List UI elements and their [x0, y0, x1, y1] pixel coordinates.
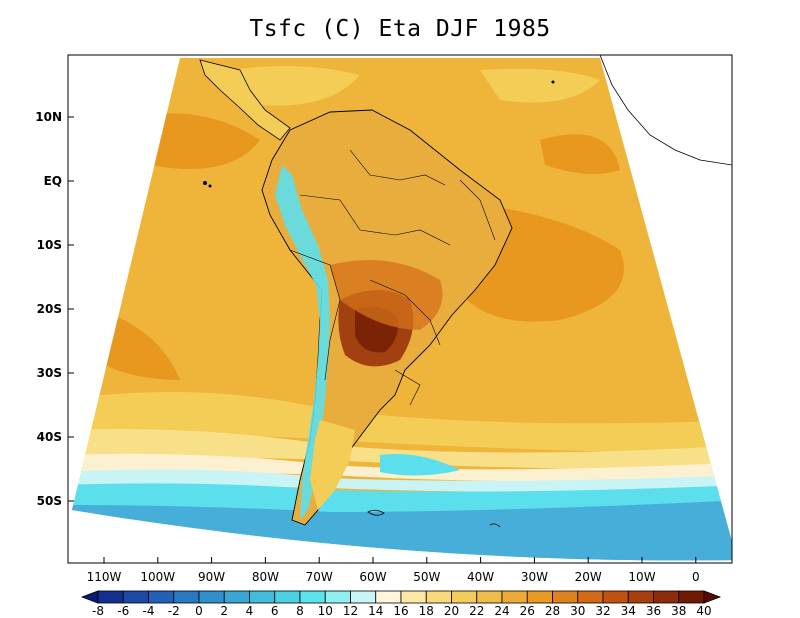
colorbar-swatch: [627, 590, 654, 604]
land-masses: [199, 55, 732, 528]
galapagos-island: [203, 181, 207, 185]
colorbar-label: 14: [368, 604, 383, 618]
colorbar-label: 18: [419, 604, 434, 618]
colorbar-swatch: [148, 590, 175, 604]
central-america-land: [199, 59, 291, 141]
colorbar-swatch: [678, 590, 705, 604]
colorbar-swatch: [122, 590, 149, 604]
lon-label: 50W: [413, 570, 440, 584]
longitude-axis: 110W 100W 90W 80W 70W 60W 50W 40W 30W 20W 10W 0: [87, 557, 700, 584]
light-band-1: [72, 392, 732, 455]
lat-label: 50S: [37, 494, 62, 508]
colorbar-label: 24: [494, 604, 509, 618]
lat-label: 10N: [35, 110, 62, 124]
lon-label: 80W: [252, 570, 279, 584]
south-georgia-island: [489, 523, 501, 528]
colorbar-label: 32: [595, 604, 610, 618]
cyan-patch: [380, 454, 460, 476]
colorbar-swatch: [526, 590, 553, 604]
light-band-2: [72, 429, 732, 470]
lat-label: 40S: [37, 430, 62, 444]
colorbar-label: 8: [296, 604, 304, 618]
colorbar-label: 16: [393, 604, 408, 618]
lon-label: 20W: [575, 570, 602, 584]
colorbar-swatch: [552, 590, 579, 604]
colorbar-swatch: [451, 590, 478, 604]
galapagos-island: [208, 184, 212, 188]
cream-band: [72, 453, 732, 482]
light-patch-caribbean: [230, 66, 360, 106]
colorbar-label: 22: [469, 604, 484, 618]
warm-band-pacific-south: [95, 310, 180, 380]
colorbar-swatch: [198, 590, 225, 604]
colorbar-swatch: [97, 590, 124, 604]
colorbar-swatch: [501, 590, 528, 604]
colorbar-swatch: [249, 590, 276, 604]
country-borders: [289, 149, 496, 406]
atlantic-island: [551, 80, 555, 84]
colorbar-label: 12: [343, 604, 358, 618]
colorbar-low-arrow: [80, 590, 99, 604]
colorbar-swatch: [577, 590, 604, 604]
colorbar-label: 0: [195, 604, 203, 618]
latitude-axis: 10N EQ 10S 20S 30S 40S 50S: [35, 110, 74, 508]
africa-land: [599, 55, 732, 166]
andes-cool-stripe: [275, 165, 330, 520]
colorbar-swatch: [274, 590, 301, 604]
colorbar-label: 10: [318, 604, 333, 618]
lat-label: 30S: [37, 366, 62, 380]
falklands-island: [367, 509, 385, 516]
colorbar-swatch: [476, 590, 503, 604]
colorbar-swatch: [324, 590, 351, 604]
colorbar-swatch: [425, 590, 452, 604]
lon-label: 90W: [198, 570, 225, 584]
lon-label: 30W: [521, 570, 548, 584]
lon-label: 0: [692, 570, 700, 584]
lon-label: 70W: [306, 570, 333, 584]
light-patch-north-atlantic: [480, 68, 600, 103]
warm-band-north: [540, 134, 620, 174]
lon-label: 60W: [359, 570, 386, 584]
colorbar-label: -4: [143, 604, 155, 618]
lat-label: 10S: [37, 238, 62, 252]
colorbar-label: -8: [92, 604, 104, 618]
colorbar-label: 4: [246, 604, 254, 618]
lon-label: 110W: [87, 570, 122, 584]
colorbar-swatch: [223, 590, 250, 604]
colorbar-swatch: [173, 590, 200, 604]
lon-label: 40W: [467, 570, 494, 584]
colorbar-swatch: [375, 590, 402, 604]
colorbar-label: 28: [545, 604, 560, 618]
colorbar-label: 6: [271, 604, 279, 618]
colorbar: -8 -6 -4 -2 0 2 4 6 8 10 12 14 16 18 20 22 24 26 28 30 32 34 3…: [80, 590, 722, 618]
colorbar-label: 38: [671, 604, 686, 618]
colorbar-swatch: [653, 590, 680, 604]
map-title: Tsfc (C) Eta DJF 1985: [249, 16, 551, 42]
colorbar-swatch: [602, 590, 629, 604]
colorbar-label: 20: [444, 604, 459, 618]
colorbar-label: 34: [621, 604, 636, 618]
colorbar-high-arrow: [703, 590, 722, 604]
colorbar-label: 26: [520, 604, 535, 618]
colorbar-label: 40: [696, 604, 711, 618]
warm-interior: [330, 260, 443, 330]
colorbar-swatch: [400, 590, 427, 604]
lat-label: 20S: [37, 302, 62, 316]
colorbar-swatch: [350, 590, 377, 604]
colorbar-label: 2: [220, 604, 228, 618]
colorbar-label: 30: [570, 604, 585, 618]
lon-label: 10W: [628, 570, 655, 584]
lat-label: EQ: [44, 174, 62, 188]
colorbar-label: -2: [168, 604, 180, 618]
colorbar-label: 36: [646, 604, 661, 618]
colorbar-swatch: [299, 590, 326, 604]
colorbar-label: -6: [117, 604, 129, 618]
lon-label: 100W: [140, 570, 175, 584]
patagonia-light: [310, 420, 355, 510]
